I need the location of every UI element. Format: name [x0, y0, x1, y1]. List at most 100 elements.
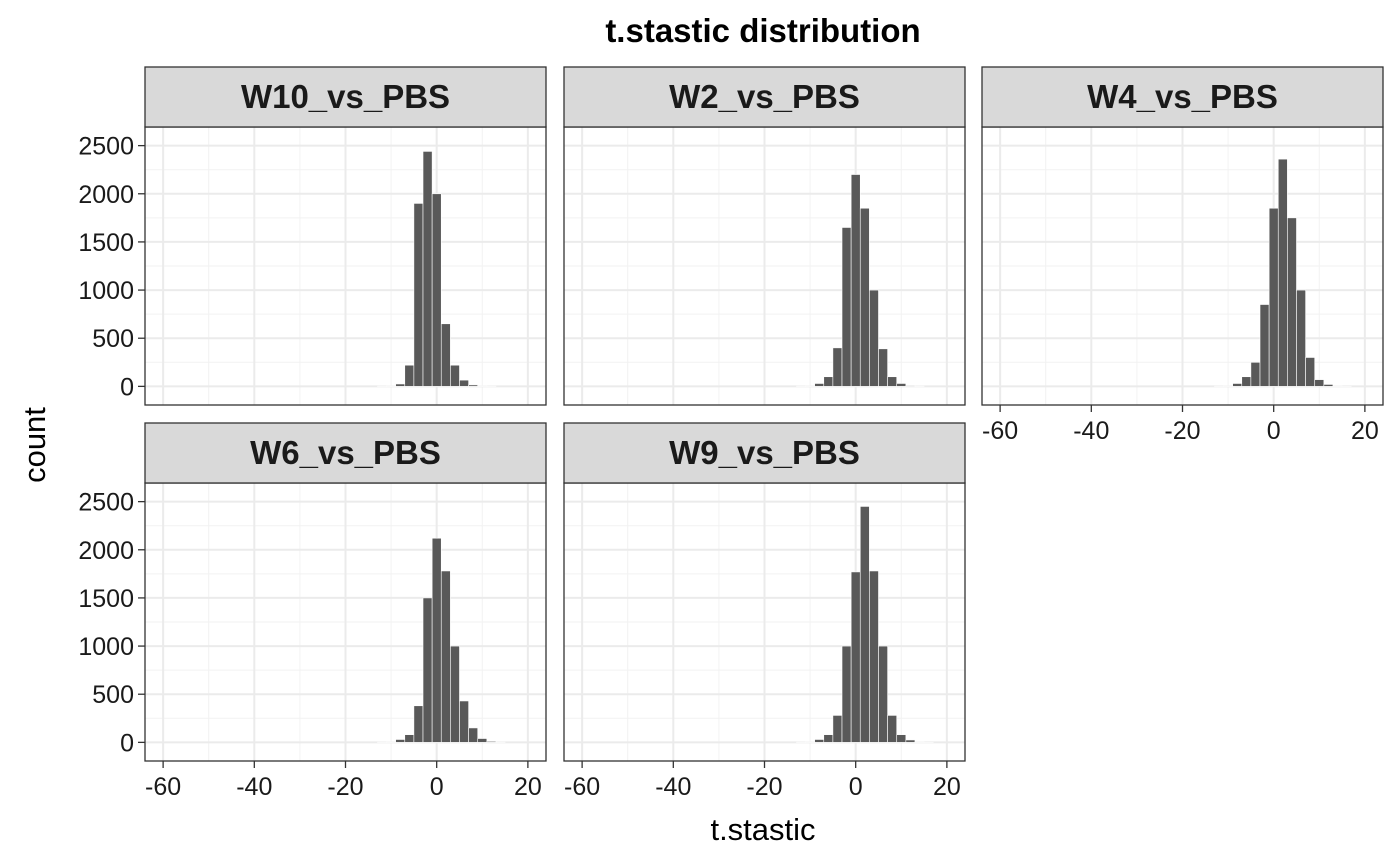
- histogram-bar: [468, 384, 479, 387]
- y-tick-label: 500: [92, 681, 134, 709]
- y-tick-label: 1000: [78, 277, 134, 305]
- x-tick-label: -20: [1164, 417, 1200, 445]
- x-tick-label: 20: [933, 773, 961, 801]
- histogram-bar: [814, 383, 825, 387]
- histogram-bar: [878, 645, 888, 743]
- histogram-bar: [850, 571, 861, 743]
- facet-panel-w9-vs-pbs: W9_vs_PBS -60 -40 -20 0 20: [563, 422, 966, 801]
- histogram-bar: [1314, 379, 1325, 387]
- histogram-bar: [440, 323, 451, 387]
- y-axis-title: count: [17, 407, 52, 483]
- histogram-bar: [1287, 217, 1297, 387]
- histogram-bar: [486, 741, 497, 743]
- histogram-bar: [896, 734, 907, 743]
- y-tick-label: 2500: [78, 133, 134, 161]
- histogram-bar: [413, 705, 424, 743]
- histogram-bar: [887, 376, 898, 387]
- histogram-bar: [905, 385, 916, 387]
- facet-strip: [144, 66, 547, 128]
- facet-strip-label: W9_vs_PBS: [669, 434, 860, 471]
- histogram-bar: [477, 738, 488, 743]
- histogram-bar: [896, 383, 907, 387]
- facet-panel-w2-vs-pbs: W2_vs_PBS: [563, 66, 966, 406]
- y-tick-label: 1500: [78, 585, 134, 613]
- y-tick-label: 500: [92, 325, 134, 353]
- x-tick-label: -20: [327, 773, 363, 801]
- histogram-bar: [878, 348, 888, 387]
- histogram-bar: [841, 645, 852, 743]
- x-tick-label: 0: [1267, 417, 1281, 445]
- histogram-bar: [841, 227, 852, 387]
- histogram-bar: [832, 347, 843, 387]
- histogram-bar: [431, 537, 442, 743]
- histogram-bar: [459, 379, 469, 387]
- facet-panel-w4-vs-pbs: W4_vs_PBS -60 -40 -20 0 20: [981, 66, 1384, 445]
- x-tick-label: 0: [430, 773, 444, 801]
- histogram-bar: [905, 739, 916, 743]
- histogram-bar: [859, 506, 870, 743]
- histogram-bar: [450, 645, 460, 743]
- histogram-bar: [404, 364, 415, 387]
- x-tick-label: -40: [655, 773, 691, 801]
- histogram-bar: [832, 715, 843, 743]
- facet-panel-w6-vs-pbs: W6_vs_PBS 0 500 1000 1500 2000 2500 -60 -40 -20 0 2…: [78, 422, 547, 801]
- x-tick-label: -40: [236, 773, 272, 801]
- facet-strip: [144, 422, 547, 484]
- histogram-bar: [1323, 384, 1334, 387]
- x-tick-label: 20: [1351, 417, 1379, 445]
- histogram-bar: [1241, 376, 1252, 387]
- facet-strip-label: W2_vs_PBS: [669, 78, 860, 115]
- facet-strip-label: W10_vs_PBS: [241, 78, 450, 115]
- histogram-bar: [404, 734, 415, 743]
- histogram-bar: [1268, 207, 1279, 387]
- histogram-bar: [395, 739, 406, 743]
- histogram-bar: [431, 193, 442, 387]
- y-tick-label: 1000: [78, 633, 134, 661]
- histogram-bar: [1277, 158, 1288, 387]
- histogram-bar: [450, 364, 460, 387]
- histogram-bar: [823, 376, 834, 387]
- x-axis-title: t.stastic: [710, 812, 815, 847]
- histogram-bar: [413, 203, 424, 387]
- x-tick-label: -20: [746, 773, 782, 801]
- histogram-bar: [422, 597, 433, 743]
- facet-strip-label: W4_vs_PBS: [1087, 78, 1278, 115]
- histogram-bar: [468, 727, 479, 743]
- histogram-bar: [440, 570, 451, 743]
- histogram-bar: [422, 151, 433, 387]
- y-tick-label: 1500: [78, 229, 134, 257]
- histogram-bar: [1296, 289, 1306, 387]
- x-tick-label: -60: [564, 773, 600, 801]
- histogram-bar: [869, 570, 879, 743]
- histogram-bar: [869, 289, 879, 387]
- x-tick-label: -40: [1073, 417, 1109, 445]
- y-tick-label: 0: [120, 373, 134, 401]
- x-tick-label: 0: [849, 773, 863, 801]
- histogram-bar: [395, 383, 406, 387]
- histogram-bar: [1305, 357, 1316, 387]
- y-tick-label: 2000: [78, 537, 134, 565]
- y-tick-label: 2500: [78, 489, 134, 517]
- histogram-bar: [1250, 361, 1261, 387]
- x-tick-label: -60: [982, 417, 1018, 445]
- x-tick-label: -60: [145, 773, 181, 801]
- x-tick-label: 20: [514, 773, 542, 801]
- histogram-bar: [1259, 304, 1270, 387]
- histogram-bar: [859, 207, 870, 387]
- histogram-bar: [887, 715, 898, 743]
- facet-strip: [981, 66, 1384, 128]
- histogram-bar: [850, 174, 861, 387]
- chart-title: t.stastic distribution: [605, 12, 920, 49]
- y-tick-label: 0: [120, 729, 134, 757]
- histogram-bar: [459, 700, 469, 743]
- y-tick-label: 2000: [78, 181, 134, 209]
- histogram-bar: [1232, 383, 1243, 387]
- facet-strip: [563, 422, 966, 484]
- histogram-bar: [823, 734, 834, 743]
- facet-strip: [563, 66, 966, 128]
- facet-panel-w10-vs-pbs: W10_vs_PBS 0 500 1000 1500 2000 2500: [78, 66, 547, 406]
- facet-strip-label: W6_vs_PBS: [250, 434, 441, 471]
- histogram-bar: [814, 739, 825, 743]
